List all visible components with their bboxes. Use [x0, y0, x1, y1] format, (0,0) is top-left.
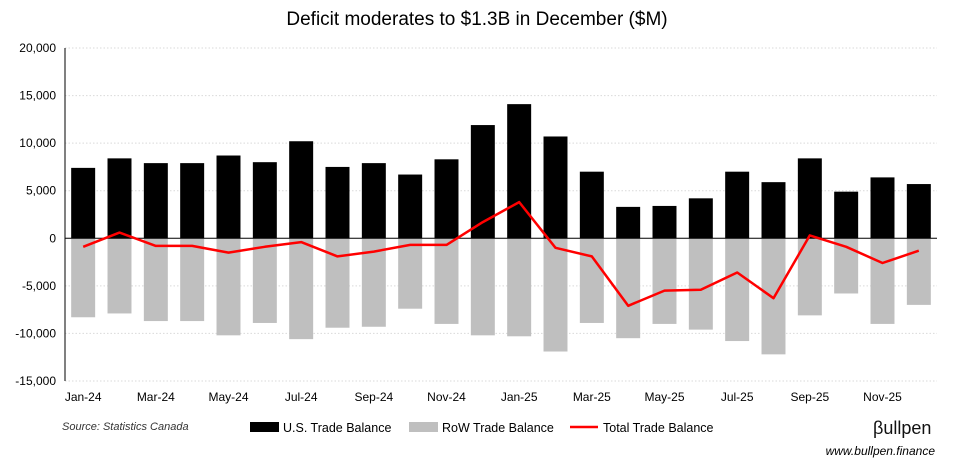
row-bar [434, 238, 459, 324]
legend-item-us[interactable]: U.S. Trade Balance [250, 421, 391, 435]
us-bar [470, 125, 495, 239]
y-axis-ticks: 20,000 15,000 10,000 5,000 0 -5,000 -10,000 -15… [15, 41, 56, 388]
x-tick-label: Sep-25 [790, 390, 829, 404]
y-tick-label: 20,000 [19, 41, 56, 55]
us-bar [143, 163, 168, 239]
us-bar [434, 159, 459, 239]
us-bars [71, 104, 931, 239]
row-bar [107, 238, 132, 314]
source-note: Source: Statistics Canada [62, 421, 189, 433]
us-bar [797, 158, 822, 239]
row-bar [470, 238, 495, 336]
chart-title: Deficit moderates to $1.3B in December (… [286, 9, 667, 30]
us-bar [579, 171, 604, 239]
legend-swatch-us [250, 422, 279, 432]
row-bar [143, 238, 168, 322]
us-bar [725, 171, 750, 239]
row-bar [325, 238, 350, 328]
x-tick-label: Jan-24 [65, 390, 102, 404]
total-balance-line [82, 200, 920, 308]
row-bar [616, 238, 641, 339]
us-bar [543, 136, 568, 239]
row-bar [797, 238, 822, 316]
us-bar [906, 184, 931, 239]
x-tick-label: May-25 [644, 390, 684, 404]
x-tick-label: Mar-25 [573, 390, 611, 404]
row-bars [71, 238, 931, 355]
brand-url: www.bullpen.finance [826, 444, 936, 458]
row-bar [71, 238, 96, 318]
legend-item-row[interactable]: RoW Trade Balance [409, 421, 554, 435]
us-bar [71, 167, 96, 239]
x-tick-label: Nov-25 [863, 390, 902, 404]
y-tick-label: 0 [49, 231, 56, 245]
us-bar [688, 198, 713, 239]
us-bar [252, 162, 277, 239]
legend-label-row: RoW Trade Balance [442, 421, 554, 435]
row-bar [216, 238, 241, 336]
total-balance-line-group [82, 200, 920, 308]
legend-item-total[interactable]: Total Trade Balance [570, 421, 714, 435]
row-bar [398, 238, 423, 309]
row-bar [543, 238, 568, 352]
y-tick-label: 5,000 [26, 184, 56, 198]
row-bar [688, 238, 713, 330]
x-tick-label: Jul-25 [721, 390, 754, 404]
legend-label-total: Total Trade Balance [603, 421, 714, 435]
row-bar [870, 238, 895, 324]
y-tick-label: -5,000 [22, 279, 56, 293]
us-bar [834, 191, 859, 239]
x-tick-label: Mar-24 [137, 390, 175, 404]
row-bar [906, 238, 931, 305]
legend-swatch-row [409, 422, 438, 432]
us-bar [361, 163, 386, 239]
us-bar [180, 163, 205, 239]
y-tick-label: 10,000 [19, 136, 56, 150]
brand-logo: βullpen [873, 418, 931, 438]
row-bar [507, 238, 532, 337]
us-bar [507, 104, 532, 239]
us-bar [616, 206, 641, 239]
y-tick-label: -15,000 [15, 374, 56, 388]
row-bar [361, 238, 386, 327]
us-bar [398, 174, 423, 239]
x-axis-ticks: Jan-24 Mar-24 May-24 Jul-24 Sep-24 Nov-24 Jan-… [65, 390, 902, 404]
legend-label-us: U.S. Trade Balance [283, 421, 391, 435]
us-bar [652, 205, 677, 239]
us-bar [107, 158, 132, 239]
x-tick-label: Jul-24 [285, 390, 318, 404]
row-bar [180, 238, 205, 322]
row-bar [252, 238, 277, 323]
row-bar [579, 238, 604, 323]
x-tick-label: Nov-24 [427, 390, 466, 404]
legend: U.S. Trade Balance RoW Trade Balance Tot… [250, 421, 714, 435]
x-tick-label: Sep-24 [354, 390, 393, 404]
row-bar [834, 238, 859, 294]
x-tick-label: Jan-25 [501, 390, 538, 404]
row-bar [725, 238, 750, 342]
us-bar [289, 141, 314, 239]
us-bar [870, 177, 895, 239]
us-bar [761, 182, 786, 239]
y-tick-label: 15,000 [19, 89, 56, 103]
us-bar [216, 155, 241, 239]
x-tick-label: May-24 [208, 390, 248, 404]
row-bar [289, 238, 314, 340]
us-bar [325, 166, 350, 239]
y-tick-label: -10,000 [15, 326, 56, 340]
row-bar [652, 238, 677, 324]
